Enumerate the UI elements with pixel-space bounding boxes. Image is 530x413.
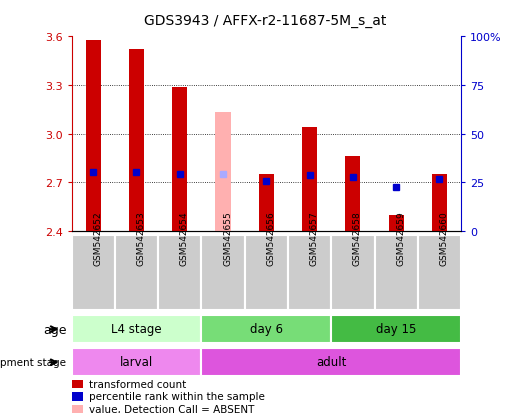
Text: transformed count: transformed count — [89, 379, 186, 389]
Bar — [172, 87, 187, 231]
Text: GSM542658: GSM542658 — [353, 210, 362, 265]
FancyBboxPatch shape — [201, 235, 245, 310]
Text: day 6: day 6 — [250, 322, 283, 335]
FancyBboxPatch shape — [72, 316, 201, 343]
Text: GSM542656: GSM542656 — [266, 210, 275, 265]
Bar — [346, 157, 360, 231]
Text: L4 stage: L4 stage — [111, 322, 162, 335]
FancyBboxPatch shape — [331, 235, 375, 310]
Bar — [259, 175, 274, 231]
FancyBboxPatch shape — [245, 235, 288, 310]
Text: GSM542659: GSM542659 — [396, 210, 405, 265]
FancyBboxPatch shape — [201, 316, 331, 343]
Text: GDS3943 / AFFX-r2-11687-5M_s_at: GDS3943 / AFFX-r2-11687-5M_s_at — [144, 14, 386, 28]
Bar — [129, 50, 144, 231]
Text: GSM542655: GSM542655 — [223, 210, 232, 265]
FancyBboxPatch shape — [331, 316, 461, 343]
Text: percentile rank within the sample: percentile rank within the sample — [89, 392, 264, 401]
FancyBboxPatch shape — [418, 235, 461, 310]
FancyBboxPatch shape — [72, 349, 201, 376]
Bar — [432, 175, 447, 231]
FancyBboxPatch shape — [158, 235, 201, 310]
FancyBboxPatch shape — [288, 235, 331, 310]
FancyBboxPatch shape — [72, 235, 115, 310]
Text: GSM542657: GSM542657 — [310, 210, 319, 265]
Text: GSM542653: GSM542653 — [137, 210, 145, 265]
Text: adult: adult — [316, 355, 347, 368]
Text: GSM542654: GSM542654 — [180, 210, 189, 265]
Text: GSM542652: GSM542652 — [93, 210, 102, 265]
Text: day 15: day 15 — [376, 322, 417, 335]
Text: development stage: development stage — [0, 357, 66, 368]
Text: larval: larval — [120, 355, 153, 368]
FancyBboxPatch shape — [201, 349, 461, 376]
Text: value, Detection Call = ABSENT: value, Detection Call = ABSENT — [89, 404, 254, 413]
Bar — [86, 40, 101, 231]
Bar — [216, 113, 231, 231]
Bar — [302, 128, 317, 231]
Text: GSM542660: GSM542660 — [439, 210, 448, 265]
FancyBboxPatch shape — [115, 235, 158, 310]
Text: age: age — [43, 323, 66, 336]
FancyBboxPatch shape — [375, 235, 418, 310]
Bar — [388, 215, 404, 231]
